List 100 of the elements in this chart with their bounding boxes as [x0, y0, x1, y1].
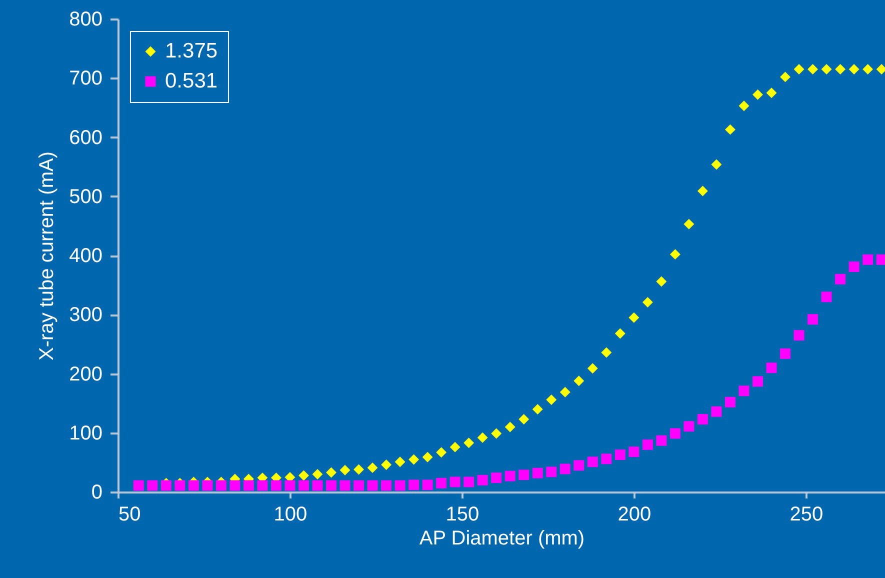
point	[381, 460, 392, 470]
point	[504, 422, 516, 432]
point	[601, 347, 612, 358]
y-tick-label: 700	[69, 68, 102, 90]
point	[808, 314, 818, 325]
y-tick-label: 800	[69, 8, 102, 30]
point	[354, 464, 364, 475]
point	[574, 460, 584, 471]
point	[381, 480, 392, 491]
x-tick-label: 100	[274, 504, 308, 526]
point	[738, 386, 750, 396]
point	[477, 474, 488, 486]
point	[230, 480, 240, 491]
point	[724, 124, 736, 135]
point	[354, 480, 364, 491]
point	[546, 466, 557, 478]
point	[821, 292, 832, 302]
point	[147, 480, 158, 491]
point	[752, 89, 763, 100]
point	[464, 438, 474, 448]
x-tick-label: 50	[118, 504, 141, 526]
point	[518, 470, 530, 480]
point	[367, 480, 378, 491]
point	[464, 476, 474, 488]
point	[408, 454, 420, 465]
point	[491, 428, 502, 439]
point	[684, 218, 694, 230]
point	[422, 452, 433, 462]
point	[436, 478, 447, 488]
point	[642, 439, 653, 450]
point	[670, 249, 680, 260]
point	[518, 414, 530, 425]
point	[628, 312, 640, 323]
point	[560, 386, 570, 398]
point	[450, 476, 460, 488]
point	[504, 470, 516, 482]
point	[257, 480, 268, 491]
x-axis-title: AP Diameter (mm)	[419, 528, 585, 550]
point	[794, 330, 804, 341]
point	[216, 480, 226, 491]
point	[697, 186, 708, 196]
point	[656, 435, 667, 446]
y-tick-label: 100	[69, 422, 102, 444]
point	[298, 480, 309, 491]
point	[711, 406, 722, 417]
point	[340, 480, 350, 491]
point	[532, 468, 543, 478]
point	[848, 261, 860, 272]
point	[394, 480, 406, 491]
point	[642, 296, 653, 308]
y-tick-label: 200	[69, 363, 102, 386]
point	[738, 100, 750, 112]
point	[848, 64, 860, 74]
point	[560, 464, 570, 474]
y-tick-label: 600	[69, 126, 102, 149]
point	[298, 470, 309, 481]
point	[601, 454, 612, 464]
point	[587, 363, 598, 374]
point	[766, 362, 777, 374]
y-tick-label: 400	[69, 245, 102, 267]
point	[532, 404, 543, 414]
point	[270, 480, 282, 491]
point	[614, 450, 626, 460]
point	[491, 472, 502, 484]
point	[794, 64, 804, 74]
legend-label: 0.531	[165, 70, 218, 92]
point	[862, 64, 874, 74]
point	[587, 456, 598, 468]
point	[312, 469, 323, 480]
point	[422, 480, 433, 490]
point	[780, 72, 790, 82]
point	[174, 480, 186, 491]
x-tick-label: 200	[618, 504, 652, 526]
point	[133, 480, 144, 491]
point	[202, 480, 213, 491]
point	[312, 480, 323, 491]
y-axis-title: X-ray tube current (mA)	[36, 152, 58, 360]
x-tick-label: 250	[790, 504, 824, 526]
point	[628, 446, 640, 458]
point	[670, 428, 680, 439]
point	[326, 480, 336, 491]
point	[656, 276, 667, 287]
point	[711, 159, 722, 170]
y-tick-label: 0	[91, 482, 102, 504]
point	[684, 421, 694, 432]
point	[188, 480, 199, 491]
point	[367, 462, 378, 474]
point	[394, 456, 406, 468]
point	[450, 442, 460, 452]
point	[546, 394, 557, 406]
legend-label: 1.375	[165, 40, 218, 62]
point	[780, 348, 790, 359]
point	[766, 88, 777, 98]
point	[724, 396, 736, 408]
point	[835, 64, 846, 74]
point	[436, 447, 447, 458]
point	[614, 328, 626, 339]
y-tick-label: 300	[69, 304, 102, 326]
x-tick-label: 150	[446, 504, 480, 526]
point	[752, 376, 763, 387]
